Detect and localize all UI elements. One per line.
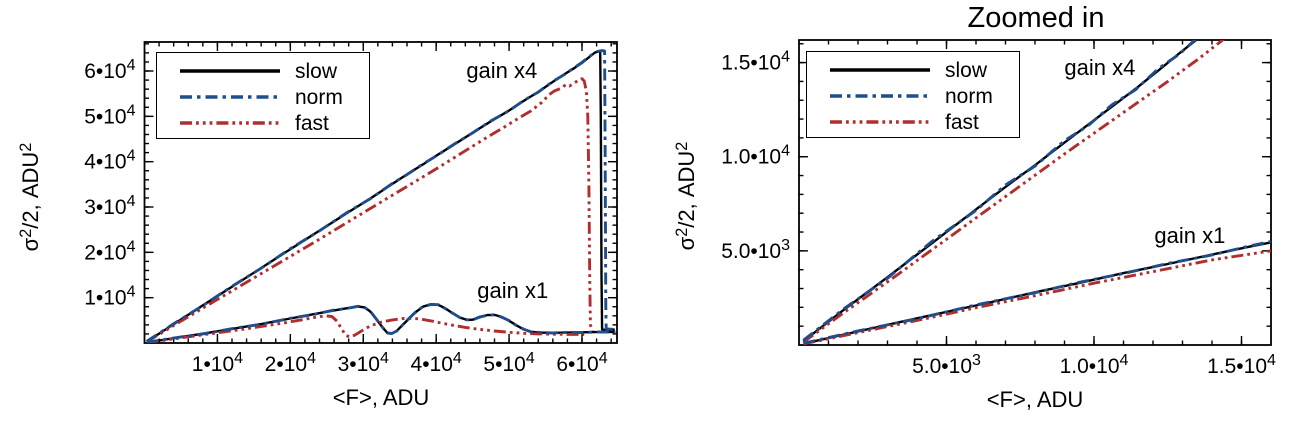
slow-line-sample	[180, 69, 280, 73]
legend-item-fast: fast	[807, 109, 1019, 135]
legend-item-norm: norm	[807, 83, 1019, 109]
series-fast-gain-x1	[803, 249, 1271, 345]
x-tick-label: 5•104	[483, 350, 534, 376]
fast-line-sample	[180, 121, 280, 125]
norm-line-sample	[830, 94, 930, 98]
x-tick-label: 1.5•104	[1207, 352, 1276, 378]
legend-label-slow: slow	[945, 58, 988, 82]
legend-item-fast: fast	[157, 110, 369, 136]
series-norm-gain-x4	[802, 40, 1197, 342]
annotation-gain-x4: gain x4	[466, 58, 537, 83]
annotation-gain-x1: gain x1	[1154, 223, 1225, 248]
left-y-axis-label: σ2/2, ADU2	[16, 142, 43, 252]
y-tick-label: 1.5•104	[721, 49, 790, 75]
y-tick-label: 5.0•103	[721, 237, 790, 263]
series-norm-gain-x1	[146, 303, 616, 343]
series-norm-gain-x4	[145, 49, 615, 343]
legend-label-norm: norm	[295, 85, 343, 109]
series-fast-gain-x4	[145, 77, 595, 343]
y-tick-label: 5•104	[84, 102, 135, 128]
series-fast-gain-x1	[146, 314, 585, 343]
right-x-axis-label: <F>, ADU	[986, 387, 1084, 412]
legend-label-fast: fast	[295, 111, 329, 135]
norm-line-sample	[180, 95, 280, 99]
legend-label-norm: norm	[945, 84, 993, 108]
left-legend: slow norm fast	[156, 52, 370, 139]
plot-0: 1•104 2•104 3•104 4•104 5•104 6•104 1•104 2•104…	[84, 41, 618, 376]
legend-item-slow: slow	[157, 58, 369, 84]
plot-frame	[798, 39, 1272, 346]
x-tick-label: 6•104	[556, 350, 607, 376]
plot-1: 5.0•103 1.0•104 1.5•104 5.0•103 1.0•104 1.5•1…	[721, 39, 1276, 378]
plot-frame	[143, 41, 618, 344]
y-tick-label: 3•104	[84, 193, 135, 219]
legend-item-slow: slow	[807, 57, 1019, 83]
slow-line-sample	[830, 68, 930, 72]
right-plot-title: Zoomed in	[967, 2, 1105, 34]
legend-label-slow: slow	[295, 59, 338, 83]
left-x-axis-label: <F>, ADU	[332, 385, 430, 410]
annotation-gain-x1: gain x1	[477, 278, 548, 303]
legend-item-norm: norm	[157, 84, 369, 110]
y-tick-label: 4•104	[84, 148, 135, 174]
fast-line-sample	[830, 120, 930, 124]
y-tick-label: 2•104	[84, 238, 135, 264]
series-norm-gain-x1	[803, 240, 1271, 345]
y-tick-label: 1•104	[84, 284, 135, 310]
x-tick-label: 4•104	[411, 350, 462, 376]
x-tick-label: 1•104	[192, 350, 243, 376]
annotation-gain-x4: gain x4	[1064, 55, 1135, 80]
legend-label-fast: fast	[945, 110, 979, 134]
right-y-axis-label: σ2/2, ADU2	[672, 141, 699, 251]
x-tick-label: 3•104	[338, 350, 389, 376]
x-tick-label: 1.0•104	[1060, 352, 1129, 378]
y-tick-label: 6•104	[84, 57, 135, 83]
x-tick-label: 2•104	[265, 350, 316, 376]
series-fast-gain-x4	[802, 40, 1225, 344]
y-tick-label: 1.0•104	[721, 143, 790, 169]
x-tick-label: 5.0•103	[912, 352, 981, 378]
right-legend: slow norm fast	[806, 51, 1020, 138]
